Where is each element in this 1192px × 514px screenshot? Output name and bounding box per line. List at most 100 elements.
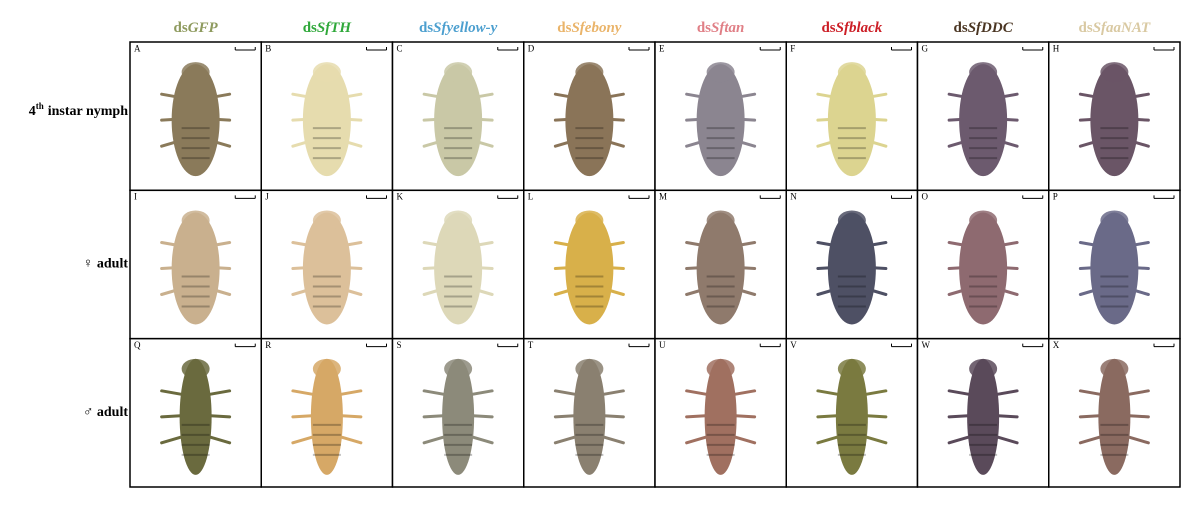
scale-bar: [234, 47, 256, 51]
insect-head: [575, 358, 604, 379]
insect-head: [312, 358, 341, 379]
panel-letter: G: [922, 43, 929, 53]
scale-bar: [234, 195, 256, 199]
scale-bar: [497, 343, 519, 348]
row-label: ♂ adult: [83, 405, 128, 420]
scale-bar: [366, 343, 387, 348]
insect-body: [310, 358, 343, 475]
panel-letter: L: [528, 192, 534, 202]
insect-head: [969, 210, 998, 231]
panel-letter: H: [1053, 43, 1060, 53]
insect-body: [1098, 358, 1131, 475]
panel: R: [260, 337, 394, 488]
insect-body: [302, 212, 351, 325]
row-label: ♀ adult: [83, 257, 128, 272]
header-gene: Sftan: [711, 20, 744, 36]
panel: P: [1048, 189, 1181, 340]
insect-head: [181, 210, 210, 231]
insect-head: [969, 358, 998, 379]
panel: B: [260, 41, 394, 192]
panel: C: [391, 41, 525, 192]
row-label-number: 4: [29, 104, 36, 119]
header-gene: Sfblack: [836, 20, 883, 36]
panel: N: [785, 189, 919, 340]
scale-bar: [366, 47, 387, 51]
insect-body: [827, 64, 876, 177]
insect-head: [837, 62, 866, 83]
insect-body: [565, 64, 614, 177]
insect-body: [1090, 64, 1139, 177]
insect-body: [442, 358, 475, 475]
panel: O: [916, 189, 1050, 340]
header-gene: Sfebony: [571, 20, 621, 36]
panel: E: [654, 41, 787, 192]
insect-head: [181, 358, 210, 379]
insect-head: [706, 62, 735, 83]
insect-body: [696, 212, 745, 325]
header-prefix: ds: [557, 20, 571, 36]
header-gene: GFP: [188, 20, 219, 36]
scale-bar: [497, 47, 519, 51]
header-prefix: ds: [303, 20, 317, 36]
scale-bar: [628, 47, 650, 51]
panel: L: [523, 189, 656, 340]
panel-letter: N: [790, 192, 797, 202]
panel-letter: R: [265, 340, 271, 350]
panel-letter: A: [134, 43, 141, 53]
panel-letter: I: [134, 192, 137, 202]
panel-letter: P: [1053, 192, 1058, 202]
column-header: dsSfyellow-y: [419, 20, 498, 36]
panel: V: [785, 337, 919, 488]
header-prefix: ds: [419, 20, 433, 36]
row-label: 4th instar nymph: [29, 101, 128, 119]
panel-letter: B: [265, 43, 271, 53]
insect-head: [706, 358, 735, 379]
panel-letter: V: [790, 340, 797, 350]
header-gene: SfaaNAT: [1093, 20, 1151, 36]
insect-body: [302, 64, 351, 177]
insect-body: [704, 358, 737, 475]
insect-head: [575, 62, 604, 83]
scale-bar: [1022, 343, 1044, 348]
panel-letter: T: [528, 340, 534, 350]
panel: I: [129, 189, 262, 340]
insect-head: [444, 62, 473, 83]
insect-head: [312, 210, 341, 231]
column-header: dsSfaaNAT: [1079, 20, 1152, 36]
panel: T: [523, 337, 656, 488]
header-gene: SfTH: [317, 20, 353, 36]
column-header: dsSfDDC: [954, 20, 1014, 36]
insect-body: [171, 64, 220, 177]
row-label-suffix: th: [36, 101, 44, 111]
insect-head: [837, 210, 866, 231]
insect-body: [171, 212, 220, 325]
insect-head: [444, 210, 473, 231]
panel: K: [391, 189, 525, 340]
insect-body: [1090, 212, 1139, 325]
panel: A: [129, 41, 262, 192]
panel: Q: [129, 337, 262, 488]
row-label-text: instar nymph: [48, 104, 128, 119]
panel-letter: F: [790, 43, 795, 53]
insect-head: [1100, 358, 1129, 379]
insect-head: [969, 62, 998, 83]
panel: W: [916, 337, 1050, 488]
panel: F: [785, 41, 919, 192]
scale-bar: [891, 343, 912, 348]
insect-head: [706, 210, 735, 231]
panel-letter: E: [659, 43, 665, 53]
panel: J: [260, 189, 394, 340]
scale-bar: [891, 47, 912, 51]
header-prefix: ds: [821, 20, 835, 36]
panel-letter: W: [922, 340, 931, 350]
header-prefix: ds: [954, 20, 968, 36]
insect-body: [565, 212, 614, 325]
header-prefix: ds: [174, 20, 188, 36]
insect-head: [1100, 210, 1129, 231]
panel: G: [916, 41, 1050, 192]
scale-bar: [1153, 47, 1175, 51]
insect-body: [434, 212, 483, 325]
insect-body: [967, 358, 1000, 475]
scale-bar: [759, 47, 781, 51]
panel-letter: D: [528, 43, 535, 53]
